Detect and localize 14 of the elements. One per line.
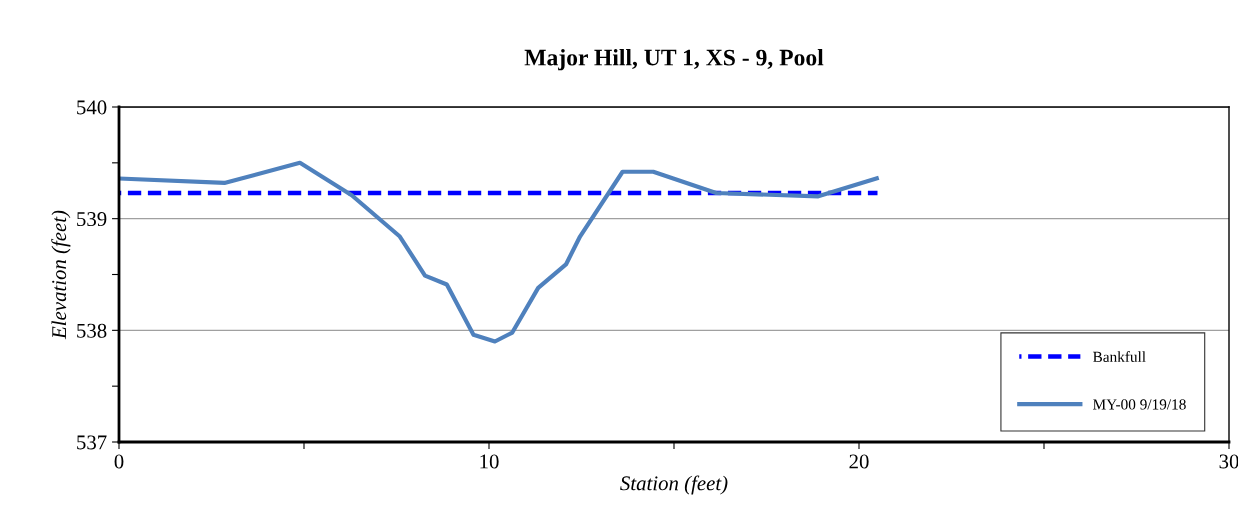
y-tick-label: 539 — [77, 212, 107, 227]
x-axis-title: Station (feet) — [620, 475, 728, 495]
y-tick-label: 537 — [77, 435, 107, 450]
x-tick-label: 10 — [480, 454, 499, 469]
x-tick-label: 20 — [849, 454, 869, 469]
x-tick-label: 0 — [114, 454, 124, 469]
y-axis-title: Elevation (feet) — [51, 210, 71, 340]
chart-title: Major Hill, UT 1, XS - 9, Pool — [524, 48, 824, 71]
y-tick-label: 540 — [77, 100, 107, 115]
legend-label: Bankfull — [1093, 351, 1146, 363]
y-tick-label: 538 — [77, 323, 107, 338]
line-series — [119, 160, 879, 344]
legend-label: MY-00 9/19/18 — [1093, 399, 1186, 410]
x-tick-label: 30 — [1219, 454, 1238, 469]
